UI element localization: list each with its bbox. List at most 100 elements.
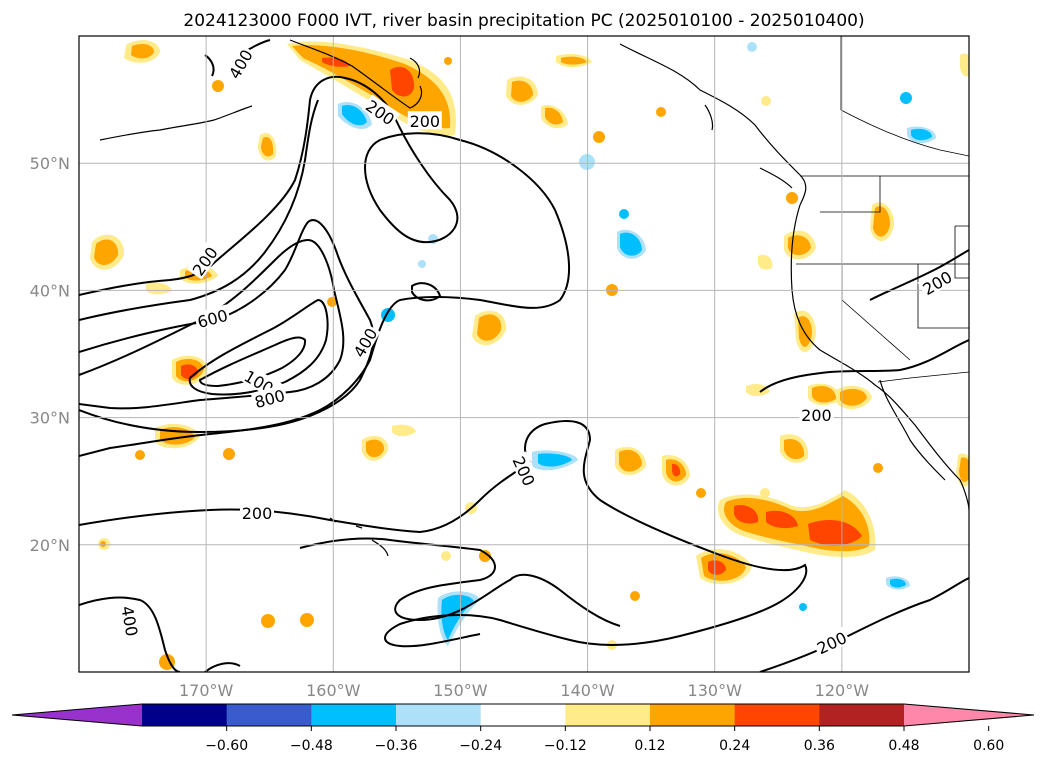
precip-neg-dot [900,92,912,104]
colorbar-tick-label: 0.60 [973,738,1004,754]
coastline-alaska [289,39,423,109]
precip-patch-band-red1 [734,504,759,524]
precip-patch-22c [840,388,867,406]
lon-tick-label: 150°W [433,681,488,700]
lat-tick-label: 20°N [30,536,70,555]
precip-neg-patch [342,104,367,126]
colorbar-tick-label: 0.24 [719,738,750,754]
precip-dot [100,541,106,547]
contour-label: 400 [117,602,143,640]
precip-patch-band-red3 [808,520,862,546]
contour-label-text: 200 [410,112,441,131]
contour-label-text: 200 [801,406,832,425]
ivt-contour-400-inner [79,219,375,434]
precip-dot [441,551,451,561]
colorbar-outline [11,703,1035,727]
contour-label: 200 [407,111,442,131]
precip-dot [760,488,770,498]
precip-dot [761,96,771,106]
colorbar-segment [142,704,228,726]
precip-patch-24c [959,457,969,482]
ivt-contour-200-ca [759,339,969,393]
coastline-vancouver [759,167,793,189]
precip-patch-17r [708,560,726,575]
ivt-contour-200-se [759,577,969,672]
precip-patch-26 [960,53,969,77]
contour-label-bg [347,322,381,362]
coastline-kodiak [409,57,421,79]
precip-dot [135,450,145,460]
precip-dot [212,80,224,92]
precip-patch-15r [672,463,681,477]
contour-label-bg [223,44,256,83]
contour-label: 200 [799,405,834,425]
precip-dot [696,488,706,498]
border-alaska-canada [840,36,969,157]
coastline-baja [879,379,946,481]
lon-tick-label: 130°W [688,681,743,700]
border-states-5 [954,225,969,279]
precip-dot [300,613,314,627]
coastline-bc [619,43,807,206]
precip-patch-3c [511,80,533,102]
border-states-4 [917,264,969,329]
contour-label-bg [799,405,834,424]
precip-dot [327,297,337,307]
precip-dot [656,107,666,117]
contour-label-bg [509,451,541,490]
precip-neg-dot [799,603,807,611]
contour-label-bg [917,265,956,299]
precip-patch-14c [619,449,642,472]
colorbar-tick-label: 0.48 [888,738,919,754]
contour-label: 200 [240,503,274,523]
precip-dot [873,463,883,473]
ivt-contour-1000 [198,336,307,388]
precip-neg-dot [579,154,595,170]
colorbar-segment [819,704,905,726]
coastline-queencharlotte [704,104,714,131]
map-background [79,36,969,672]
ivt-contour-200-ca2 [869,249,969,301]
lon-tick-label: 170°W [179,681,234,700]
precip-neg-dot [418,260,426,268]
colorbar-tick-label: −0.24 [459,738,502,754]
border-mexico [877,371,969,383]
gridlines [79,36,969,672]
contour-label-bg [119,602,143,640]
precip-patch-16c [784,438,805,460]
colorbar-tick-label: 0.12 [634,738,665,754]
precip-neg-dot [747,42,757,52]
colorbar-segment [565,704,651,726]
precip-negative-patches [338,42,936,646]
precip-dot [630,591,640,601]
lat-tick-label: 50°N [30,154,70,173]
colorbar-segment [480,704,566,726]
precip-neg-patch [538,453,572,467]
precip-patch-19c [873,206,890,237]
precip-neg-patch [441,594,474,640]
contour-label-bg [193,304,231,331]
contour-label-bg [250,384,289,411]
precip-patch-2c [561,56,587,65]
lon-tick-label: 120°W [815,681,870,700]
precip-patch-11c [477,314,502,341]
precip-dot [223,448,235,460]
colorbar-segment [396,704,482,726]
precip-dot [479,550,491,562]
ivt-contour-small2 [411,282,442,302]
map-frame [78,35,970,673]
precip-patch-8 [146,282,172,295]
contour-label-bg [186,241,222,280]
contour-label-text: 200 [242,504,273,523]
contour-label-bg [812,626,851,658]
precip-patch-23 [746,384,770,397]
precip-patch-4c [545,107,563,125]
coastline-aleutians [99,105,253,141]
precip-neg-patch [890,578,906,588]
precip-patch-21c [812,386,836,403]
precip-patch-12c [366,439,385,458]
precip-patch-1c [131,44,154,59]
ivt-contour-200-loop [299,537,621,627]
